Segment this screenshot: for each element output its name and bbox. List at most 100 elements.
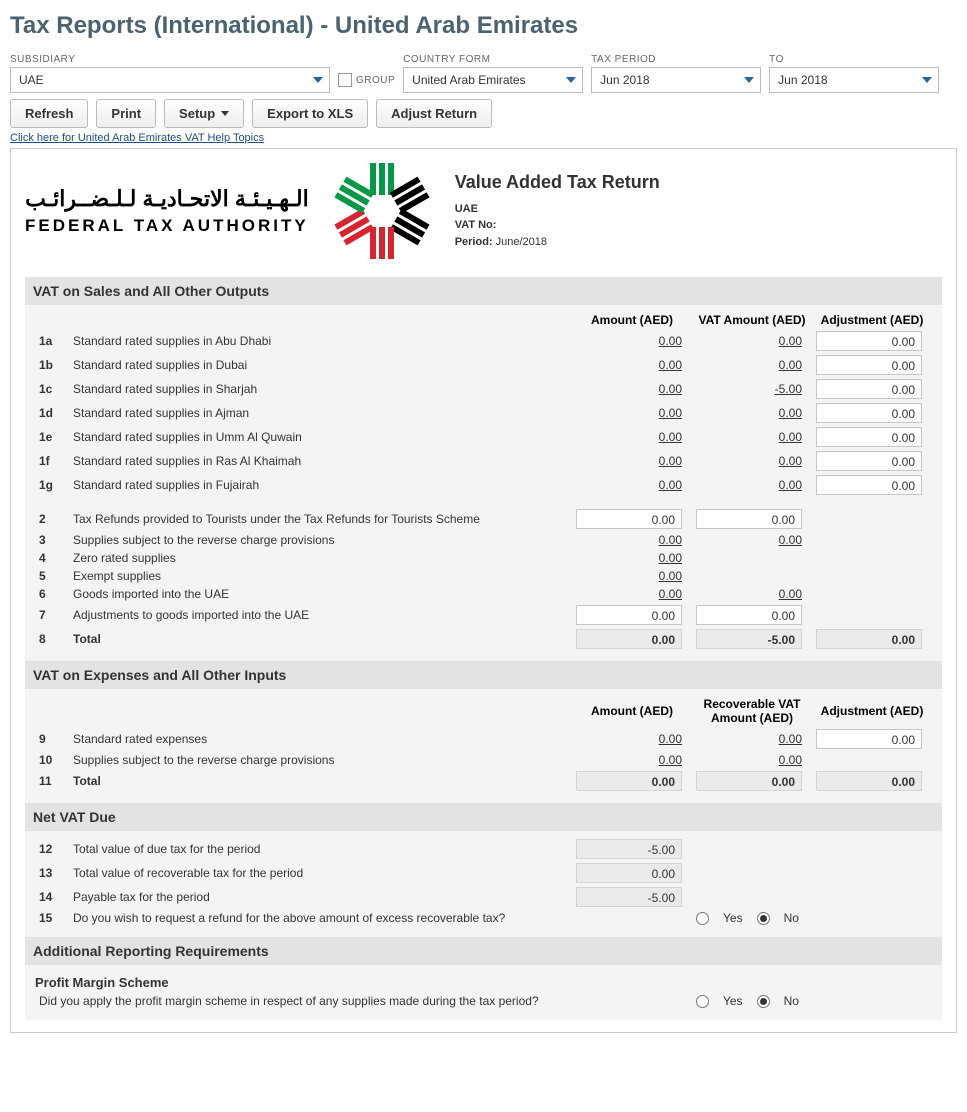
row-num: 6 [35, 585, 69, 603]
row-desc: Standard rated supplies in Ajman [69, 401, 572, 425]
adjustment-input[interactable]: 0.00 [816, 427, 922, 447]
yes-label: Yes [723, 911, 743, 925]
row-desc: Standard rated supplies in Dubai [69, 353, 572, 377]
vat-input[interactable]: 0.00 [696, 509, 802, 529]
pms-no-radio[interactable] [757, 995, 770, 1008]
col-amount: Amount (AED) [572, 695, 692, 727]
adjust-return-button[interactable]: Adjust Return [376, 99, 492, 128]
country-value: United Arab Emirates [412, 73, 525, 87]
row-desc: Goods imported into the UAE [69, 585, 572, 603]
tax-period-select[interactable]: Jun 2018 [591, 67, 761, 93]
amount-link[interactable]: 0.00 [659, 551, 682, 565]
amount-input[interactable]: 0.00 [576, 509, 682, 529]
export-xls-button[interactable]: Export to XLS [252, 99, 368, 128]
vat-link[interactable]: -5.00 [775, 382, 802, 396]
group-checkbox[interactable] [338, 73, 352, 87]
filter-row: SUBSIDIARY UAE GROUP COUNTRY FORM United… [10, 54, 957, 93]
vat-link[interactable]: 0.00 [779, 454, 802, 468]
country-label: COUNTRY FORM [403, 54, 583, 65]
table-row: 1eStandard rated supplies in Umm Al Quwa… [35, 425, 932, 449]
net-value: 0.00 [576, 863, 682, 883]
adjustment-input[interactable]: 0.00 [816, 475, 922, 495]
group-label: GROUP [356, 75, 395, 86]
no-label: No [784, 994, 799, 1008]
adjustment-input[interactable]: 0.00 [816, 331, 922, 351]
additional-table: Did you apply the profit margin scheme i… [35, 992, 932, 1010]
vat-link[interactable]: 0.00 [779, 430, 802, 444]
adjustment-input[interactable]: 0.00 [816, 729, 922, 749]
setup-label: Setup [179, 106, 215, 121]
amount-link[interactable]: 0.00 [659, 587, 682, 601]
net-value: -5.00 [576, 887, 682, 907]
vat-link[interactable]: 0.00 [779, 533, 802, 547]
vat-link[interactable]: 0.00 [779, 478, 802, 492]
additional-section-body: Profit Margin Scheme Did you apply the p… [25, 965, 942, 1020]
to-period-select[interactable]: Jun 2018 [769, 67, 939, 93]
vat-link[interactable]: 0.00 [779, 406, 802, 420]
vat-link[interactable]: 0.00 [779, 334, 802, 348]
table-row: 2Tax Refunds provided to Tourists under … [35, 507, 932, 531]
row-num: 1a [35, 329, 69, 353]
refund-yes-radio[interactable] [696, 912, 709, 925]
row-num: 8 [35, 627, 69, 651]
help-topics-link[interactable]: Click here for United Arab Emirates VAT … [10, 132, 264, 144]
table-row: 5Exempt supplies0.00 [35, 567, 932, 585]
amount-link[interactable]: 0.00 [659, 406, 682, 420]
vat-link[interactable]: 0.00 [779, 587, 802, 601]
subsidiary-label: SUBSIDIARY [10, 54, 330, 65]
table-row: 1bStandard rated supplies in Dubai0.000.… [35, 353, 932, 377]
adjustment-input[interactable]: 0.00 [816, 379, 922, 399]
export-label: Export to XLS [267, 106, 353, 121]
net-value: -5.00 [576, 839, 682, 859]
col-recoverable-vat: Recoverable VAT Amount (AED) [692, 695, 812, 727]
pms-question: Did you apply the profit margin scheme i… [35, 992, 692, 1010]
amount-link[interactable]: 0.00 [659, 358, 682, 372]
no-label: No [784, 911, 799, 925]
adjustment-input[interactable]: 0.00 [816, 451, 922, 471]
vat-header-block: Value Added Tax Return UAE VAT No: Perio… [455, 172, 660, 251]
amount-link[interactable]: 0.00 [659, 753, 682, 767]
refresh-button[interactable]: Refresh [10, 99, 88, 128]
row-desc: Total value of recoverable tax for the p… [69, 861, 572, 885]
row-num: 9 [35, 727, 69, 751]
fta-logo-icon [327, 161, 437, 261]
to-label: TO [769, 54, 939, 65]
amount-link[interactable]: 0.00 [659, 382, 682, 396]
row-desc: Adjustments to goods imported into the U… [69, 603, 572, 627]
setup-button[interactable]: Setup [164, 99, 244, 128]
row-desc: Total value of due tax for the period [69, 837, 572, 861]
refund-radio-group: Yes No [696, 911, 928, 925]
print-button[interactable]: Print [96, 99, 156, 128]
row-desc: Total [69, 769, 572, 793]
row-num: 1c [35, 377, 69, 401]
table-row: 1gStandard rated supplies in Fujairah0.0… [35, 473, 932, 497]
outputs-table: Amount (AED) VAT Amount (AED) Adjustment… [35, 311, 932, 651]
amount-link[interactable]: 0.00 [659, 732, 682, 746]
vat-link[interactable]: 0.00 [779, 753, 802, 767]
amount-link[interactable]: 0.00 [659, 569, 682, 583]
amount-input[interactable]: 0.00 [576, 605, 682, 625]
amount-link[interactable]: 0.00 [659, 430, 682, 444]
amount-link[interactable]: 0.00 [659, 478, 682, 492]
vat-input[interactable]: 0.00 [696, 605, 802, 625]
col-adjustment: Adjustment (AED) [812, 695, 932, 727]
period-label: Period: [455, 236, 493, 248]
pms-yes-radio[interactable] [696, 995, 709, 1008]
vat-link[interactable]: 0.00 [779, 358, 802, 372]
row-desc: Standard rated supplies in Sharjah [69, 377, 572, 401]
country-select[interactable]: United Arab Emirates [403, 67, 583, 93]
vat-link[interactable]: 0.00 [779, 732, 802, 746]
amount-link[interactable]: 0.00 [659, 334, 682, 348]
inputs-table: Amount (AED) Recoverable VAT Amount (AED… [35, 695, 932, 793]
tax-period-label: TAX PERIOD [591, 54, 761, 65]
pms-radio-group: Yes No [696, 994, 928, 1008]
amount-link[interactable]: 0.00 [659, 454, 682, 468]
adjustment-input[interactable]: 0.00 [816, 355, 922, 375]
adjustment-input[interactable]: 0.00 [816, 403, 922, 423]
row-num: 12 [35, 837, 69, 861]
subsidiary-select[interactable]: UAE [10, 67, 330, 93]
row-desc: Supplies subject to the reverse charge p… [69, 531, 572, 549]
report-frame: الـهـيـئـة الاتحـاديـة لـلـضــرائـب FEDE… [10, 148, 957, 1033]
refund-no-radio[interactable] [757, 912, 770, 925]
amount-link[interactable]: 0.00 [659, 533, 682, 547]
